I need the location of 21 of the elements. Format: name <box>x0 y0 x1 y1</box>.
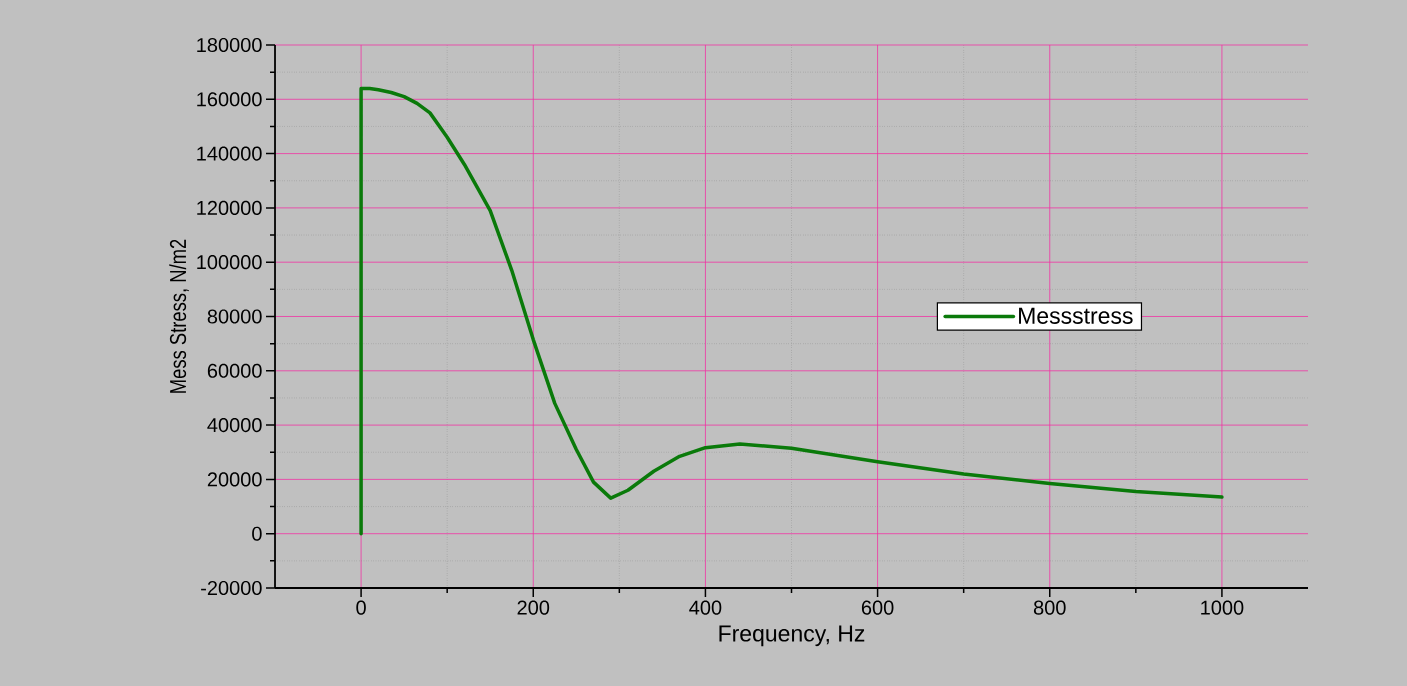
x-tick-label: 600 <box>861 600 894 615</box>
y-tick-label: 100000 <box>197 255 262 270</box>
x-tick-label: 0 <box>356 600 366 615</box>
y-tick-label: 0 <box>252 526 262 541</box>
x-tick-label: 1000 <box>1201 600 1244 615</box>
y-tick-label: 180000 <box>197 37 262 53</box>
x-tick-label: 400 <box>689 600 722 615</box>
y-tick-label: 60000 <box>207 363 262 378</box>
line-series <box>359 86 1224 536</box>
legend-label: Messstress <box>1019 307 1133 324</box>
y-tick-label: 160000 <box>197 92 262 107</box>
x-tick-label: 200 <box>517 600 550 615</box>
y-tick-label: 40000 <box>207 418 262 433</box>
x-tick-label: 800 <box>1033 600 1066 615</box>
y-axis-title: Mess Stress, N/m2 <box>169 239 189 393</box>
y-tick-label: -20000 <box>201 580 262 596</box>
x-axis-title: Frequency, Hz <box>719 625 865 647</box>
y-tick-label: 20000 <box>207 472 262 487</box>
y-tick-label: 120000 <box>197 200 262 215</box>
y-tick-label: 140000 <box>197 146 262 161</box>
y-tick-label: 80000 <box>207 309 262 324</box>
